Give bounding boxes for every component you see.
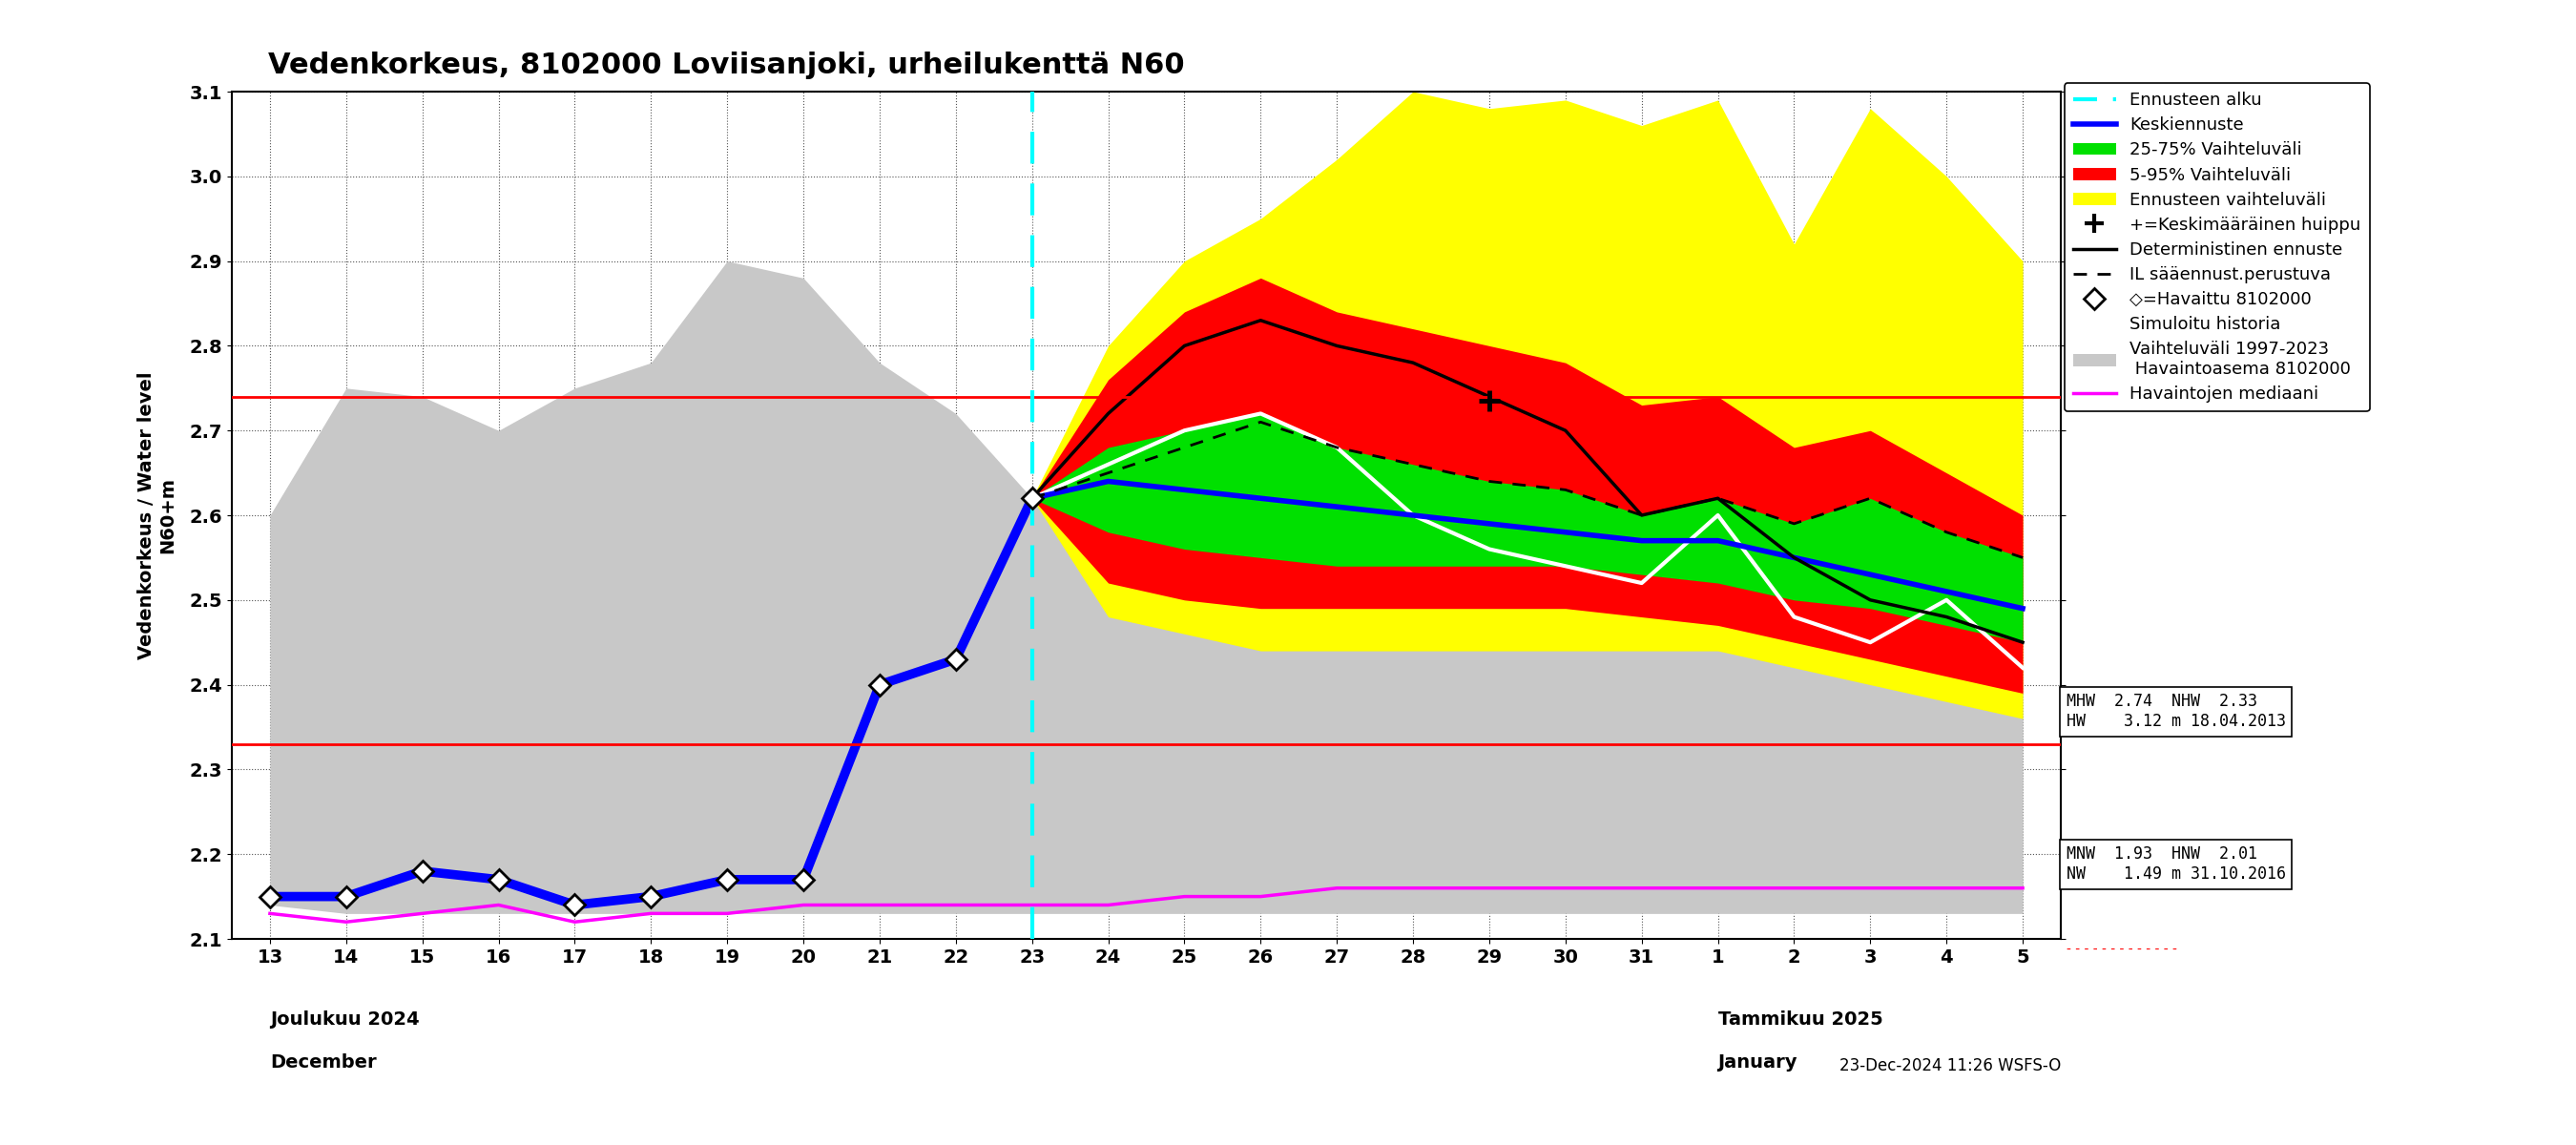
Text: - - - - - - - - - - - - -: - - - - - - - - - - - - - — [2066, 943, 2177, 956]
Text: Joulukuu 2024: Joulukuu 2024 — [270, 1011, 420, 1029]
Text: Tammikuu 2025: Tammikuu 2025 — [1718, 1011, 1883, 1029]
Text: January: January — [1718, 1053, 1798, 1072]
Legend: Ennusteen alku, Keskiennuste, 25-75% Vaihteluväli, 5-95% Vaihteluväli, Ennusteen: Ennusteen alku, Keskiennuste, 25-75% Vai… — [2063, 84, 2370, 411]
Text: December: December — [270, 1053, 376, 1072]
Text: Vedenkorkeus, 8102000 Loviisanjoki, urheilukenttä N60: Vedenkorkeus, 8102000 Loviisanjoki, urhe… — [268, 52, 1185, 79]
Text: MNW  1.93  HNW  2.01
NW    1.49 m 31.10.2016: MNW 1.93 HNW 2.01 NW 1.49 m 31.10.2016 — [2066, 846, 2285, 883]
Text: MHW  2.74  NHW  2.33
HW    3.12 m 18.04.2013: MHW 2.74 NHW 2.33 HW 3.12 m 18.04.2013 — [2066, 693, 2285, 731]
Y-axis label: Vedenkorkeus / Water level
N60+m: Vedenkorkeus / Water level N60+m — [137, 371, 175, 660]
Text: 23-Dec-2024 11:26 WSFS-O: 23-Dec-2024 11:26 WSFS-O — [1839, 1058, 2061, 1075]
